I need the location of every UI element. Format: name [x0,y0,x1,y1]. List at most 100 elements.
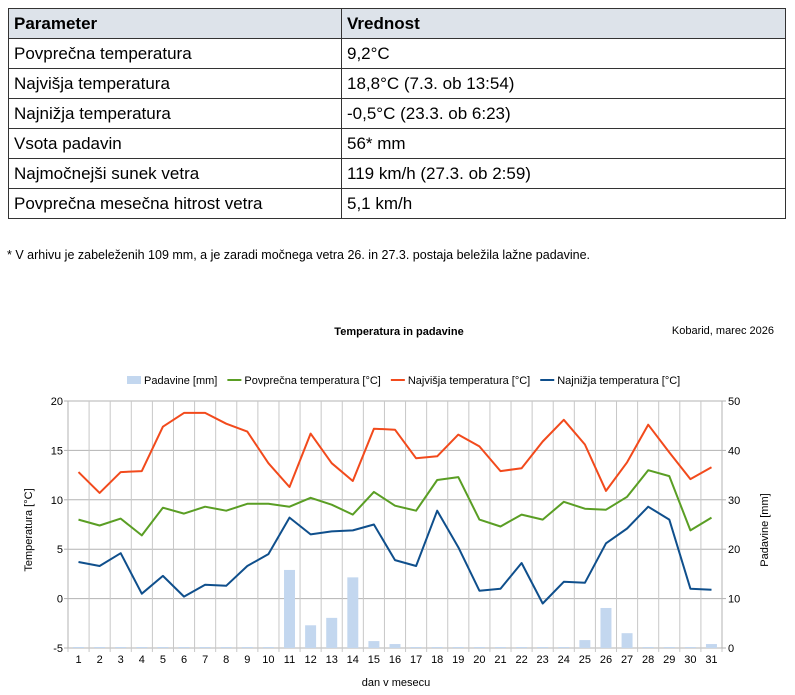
x-tick-label: 24 [558,654,570,666]
table-header-row: Parameter Vrednost [8,8,786,39]
precip-bar [431,647,443,648]
row-value: -0,5°C (23.3. ob 6:23) [341,98,786,129]
precip-bar [284,569,296,648]
footnote: * V arhivu je zabeleženih 109 mm, a je z… [7,248,590,262]
legend-swatch-bar [127,376,141,384]
x-tick-label: 30 [684,654,696,666]
precip-bar [579,640,591,648]
precip-bar [262,647,274,648]
legend-label: Najvišja temperatura [°C] [408,375,530,387]
precip-bar [347,577,359,648]
y-tick-label: 10 [51,495,63,507]
y2-tick-label: 0 [728,643,734,655]
row-label: Vsota padavin [8,128,342,159]
x-axis-label: dan v mesecu [362,677,430,689]
precip-bar [452,647,464,648]
x-tick-label: 4 [139,654,145,666]
header-parameter: Parameter [8,8,342,39]
row-label: Povprečna mesečna hitrost vetra [8,188,342,219]
precip-bar [621,633,633,648]
row-label: Najnižja temperatura [8,98,342,129]
y2-tick-label: 20 [728,544,740,556]
table-row: Povprečna mesečna hitrost vetra 5,1 km/h [8,188,786,219]
precip-bar [115,647,127,648]
y-tick-label: -5 [53,643,63,655]
legend-label: Najnižja temperatura [°C] [557,375,680,387]
x-tick-label: 12 [304,654,316,666]
max-temp-line [77,411,712,494]
row-value: 119 km/h (27.3. ob 2:59) [341,158,786,189]
temperature-lines [77,411,713,605]
x-tick-label: 14 [347,654,359,666]
x-tick-label: 26 [600,654,612,666]
precipitation-bars [73,569,717,648]
chart-legend: Padavine [mm] Povprečna temperatura [°C] N… [127,375,680,387]
precip-bar [684,647,696,648]
precip-bar [220,647,232,648]
precip-bar [136,647,148,648]
x-tick-label: 20 [473,654,485,666]
y-tick-label: 15 [51,445,63,457]
precip-bar [389,644,401,648]
row-label: Najvišja temperatura [8,68,342,99]
precip-bar [241,647,253,648]
y2-tick-label: 10 [728,594,740,606]
x-tick-label: 2 [97,654,103,666]
x-tick-label: 28 [642,654,654,666]
precip-bar [94,647,106,648]
chart-grid [67,400,723,652]
legend-label: Povprečna temperatura [°C] [244,375,380,387]
precip-bar [199,647,211,648]
precip-bar [642,647,654,648]
x-tick-label: 23 [537,654,549,666]
precip-bar [305,625,317,648]
precip-bar [537,647,549,648]
x-tick-label: 18 [431,654,443,666]
x-tick-label: 22 [515,654,527,666]
x-tick-label: 16 [389,654,401,666]
precip-bar [705,644,717,648]
row-label: Najmočnejši sunek vetra [8,158,342,189]
precip-bar [516,647,528,648]
x-tick-label: 6 [181,654,187,666]
row-value: 5,1 km/h [341,188,786,219]
precip-bar [157,647,169,648]
precip-bar [473,647,485,648]
x-tick-label: 31 [705,654,717,666]
x-tick-label: 8 [223,654,229,666]
y2-axis-label: Padavine [mm] [759,493,771,566]
row-value: 18,8°C (7.3. ob 13:54) [341,68,786,99]
x-tick-label: 25 [579,654,591,666]
precip-bar [663,647,675,648]
table-row: Najvišja temperatura 18,8°C (7.3. ob 13:5… [8,68,786,99]
y-tick-label: 5 [57,544,63,556]
row-label: Povprečna temperatura [8,38,342,69]
precip-bar [178,647,190,648]
x-tick-label: 1 [75,654,81,666]
y2-tick-label: 30 [728,495,740,507]
y2-tick-label: 50 [728,396,740,408]
chart-subtitle: Kobarid, marec 2026 [672,325,774,337]
x-tick-label: 15 [368,654,380,666]
y-axis-label: Temperatura [°C] [23,488,35,571]
x-tick-label: 7 [202,654,208,666]
y-tick-label: 20 [51,396,63,408]
x-tick-label: 3 [118,654,124,666]
table-row: Najmočnejši sunek vetra 119 km/h (27.3. o… [8,158,786,189]
x-tick-label: 27 [621,654,633,666]
x-tick-label: 5 [160,654,166,666]
table-row: Najnižja temperatura -0,5°C (23.3. ob 6:2… [8,98,786,129]
precip-bar [494,647,506,648]
precip-bar [73,647,85,648]
x-tick-label: 29 [663,654,675,666]
chart-title: Temperatura in padavine [334,326,463,338]
y-tick-label: 0 [57,594,63,606]
precip-bar [410,647,422,648]
legend-label: Padavine [mm] [144,375,217,387]
x-tick-label: 9 [244,654,250,666]
stats-table: Parameter Vrednost Povprečna temperatura… [8,8,786,219]
min-temp-line [78,505,712,605]
precip-bar [600,607,612,648]
